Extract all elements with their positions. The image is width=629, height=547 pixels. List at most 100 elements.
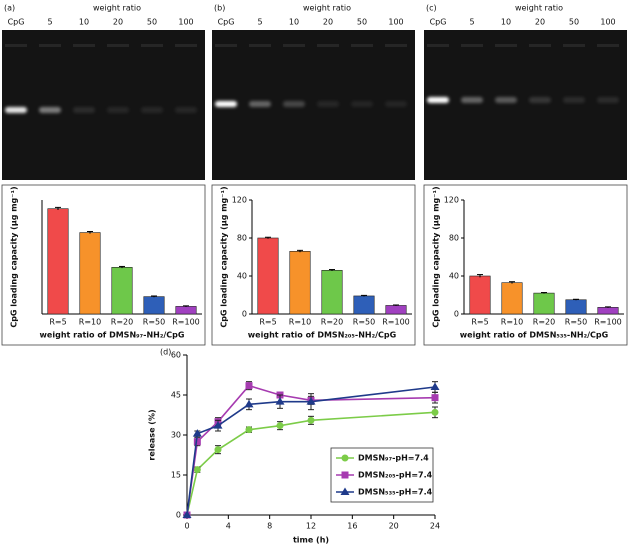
gel-image	[424, 30, 627, 180]
gel-band	[495, 97, 517, 103]
lane-label: 10	[289, 18, 299, 27]
marker	[214, 446, 222, 454]
x-tick-label: R=50	[565, 318, 587, 327]
marker	[182, 510, 192, 518]
bar	[533, 292, 555, 315]
gel-well	[107, 44, 129, 47]
gel-band	[461, 97, 483, 103]
marker	[431, 408, 439, 416]
gel-well	[5, 44, 27, 47]
x-tick-label: R=50	[143, 318, 165, 327]
lane-label: 5	[469, 18, 474, 27]
gel-well	[427, 44, 449, 47]
x-tick-label: R=20	[533, 318, 555, 327]
gel-band	[529, 97, 551, 103]
y-tick-label: 0	[176, 511, 181, 520]
marker	[340, 487, 350, 495]
bar	[143, 296, 165, 315]
gel-well	[385, 44, 407, 47]
chart-frame	[423, 184, 628, 346]
gel-header: weight ratio	[93, 4, 141, 13]
gel-band	[5, 107, 27, 113]
gel-band	[107, 107, 129, 113]
legend-label: DMSN₅₃₅-pH=7.4	[358, 488, 433, 497]
lane-label: 10	[501, 18, 511, 27]
gel-band	[175, 107, 197, 113]
x-tick-label: 20	[389, 522, 399, 531]
x-tick-label: 24	[430, 522, 440, 531]
bar	[111, 267, 133, 315]
gel-band	[427, 97, 449, 103]
marker	[193, 438, 201, 446]
marker	[306, 397, 316, 405]
gel-well	[529, 44, 551, 47]
x-tick-label: R=100	[172, 318, 200, 327]
y-tick-label: 0	[242, 310, 247, 319]
gel-band	[351, 101, 373, 107]
lane-label: 5	[47, 18, 52, 27]
bar	[289, 251, 311, 315]
x-tick-label: 4	[226, 522, 231, 531]
y-tick-label: 80	[449, 234, 459, 243]
x-tick-label: R=5	[49, 318, 66, 327]
panel-label: (c)	[426, 4, 437, 13]
gel-well	[317, 44, 339, 47]
lane-label: 100	[600, 18, 615, 27]
y-axis-label: CpG loading capacity (μg mg⁻¹)	[10, 186, 19, 327]
gel-band	[563, 97, 585, 103]
x-tick-label: R=20	[111, 318, 133, 327]
marker	[193, 466, 201, 474]
gel-band	[385, 101, 407, 107]
y-axis-label: release (%)	[148, 409, 157, 460]
y-tick-label: 45	[171, 391, 181, 400]
bar	[321, 269, 343, 315]
bar	[469, 275, 491, 315]
x-tick-label: 8	[267, 522, 272, 531]
panel-label: (a)	[4, 4, 15, 13]
gel-well	[175, 44, 197, 47]
bar	[565, 299, 587, 315]
lane-label: 50	[357, 18, 367, 27]
lane-label: 5	[257, 18, 262, 27]
gel-image	[212, 30, 415, 180]
lane-label: 100	[178, 18, 193, 27]
y-tick-label: 30	[171, 431, 181, 440]
x-axis-label: time (h)	[293, 536, 329, 545]
marker	[307, 416, 315, 424]
x-tick-label: R=5	[259, 318, 276, 327]
x-tick-label: R=20	[321, 318, 343, 327]
lane-label: 20	[113, 18, 123, 27]
y-tick-label: 80	[237, 234, 247, 243]
y-tick-label: 60	[171, 351, 181, 360]
gel-image	[2, 30, 205, 180]
marker	[341, 471, 349, 479]
gel-well	[249, 44, 271, 47]
marker	[276, 422, 284, 430]
y-tick-label: 40	[237, 272, 247, 281]
marker	[341, 454, 349, 462]
gel-band	[283, 101, 305, 107]
x-tick-label: 12	[306, 522, 316, 531]
gel-well	[73, 44, 95, 47]
bar	[175, 306, 197, 315]
y-axis-label: CpG loading capacity (μg mg⁻¹)	[432, 186, 441, 327]
gel-band	[73, 107, 95, 113]
gel-header: weight ratio	[303, 4, 351, 13]
bar	[597, 307, 619, 315]
gel-well	[563, 44, 585, 47]
lane-label: 20	[535, 18, 545, 27]
x-tick-label: R=10	[501, 318, 523, 327]
panel-label: (b)	[214, 4, 225, 13]
marker	[244, 399, 254, 408]
lane-label: 50	[569, 18, 579, 27]
x-tick-label: R=5	[471, 318, 488, 327]
x-tick-label: R=10	[79, 318, 101, 327]
lane-label: 50	[147, 18, 157, 27]
gel-well	[215, 44, 237, 47]
marker	[245, 382, 253, 390]
lane-label: CpG	[430, 18, 447, 27]
chart-frame	[1, 184, 206, 346]
x-tick-label: R=100	[594, 318, 622, 327]
gel-well	[597, 44, 619, 47]
